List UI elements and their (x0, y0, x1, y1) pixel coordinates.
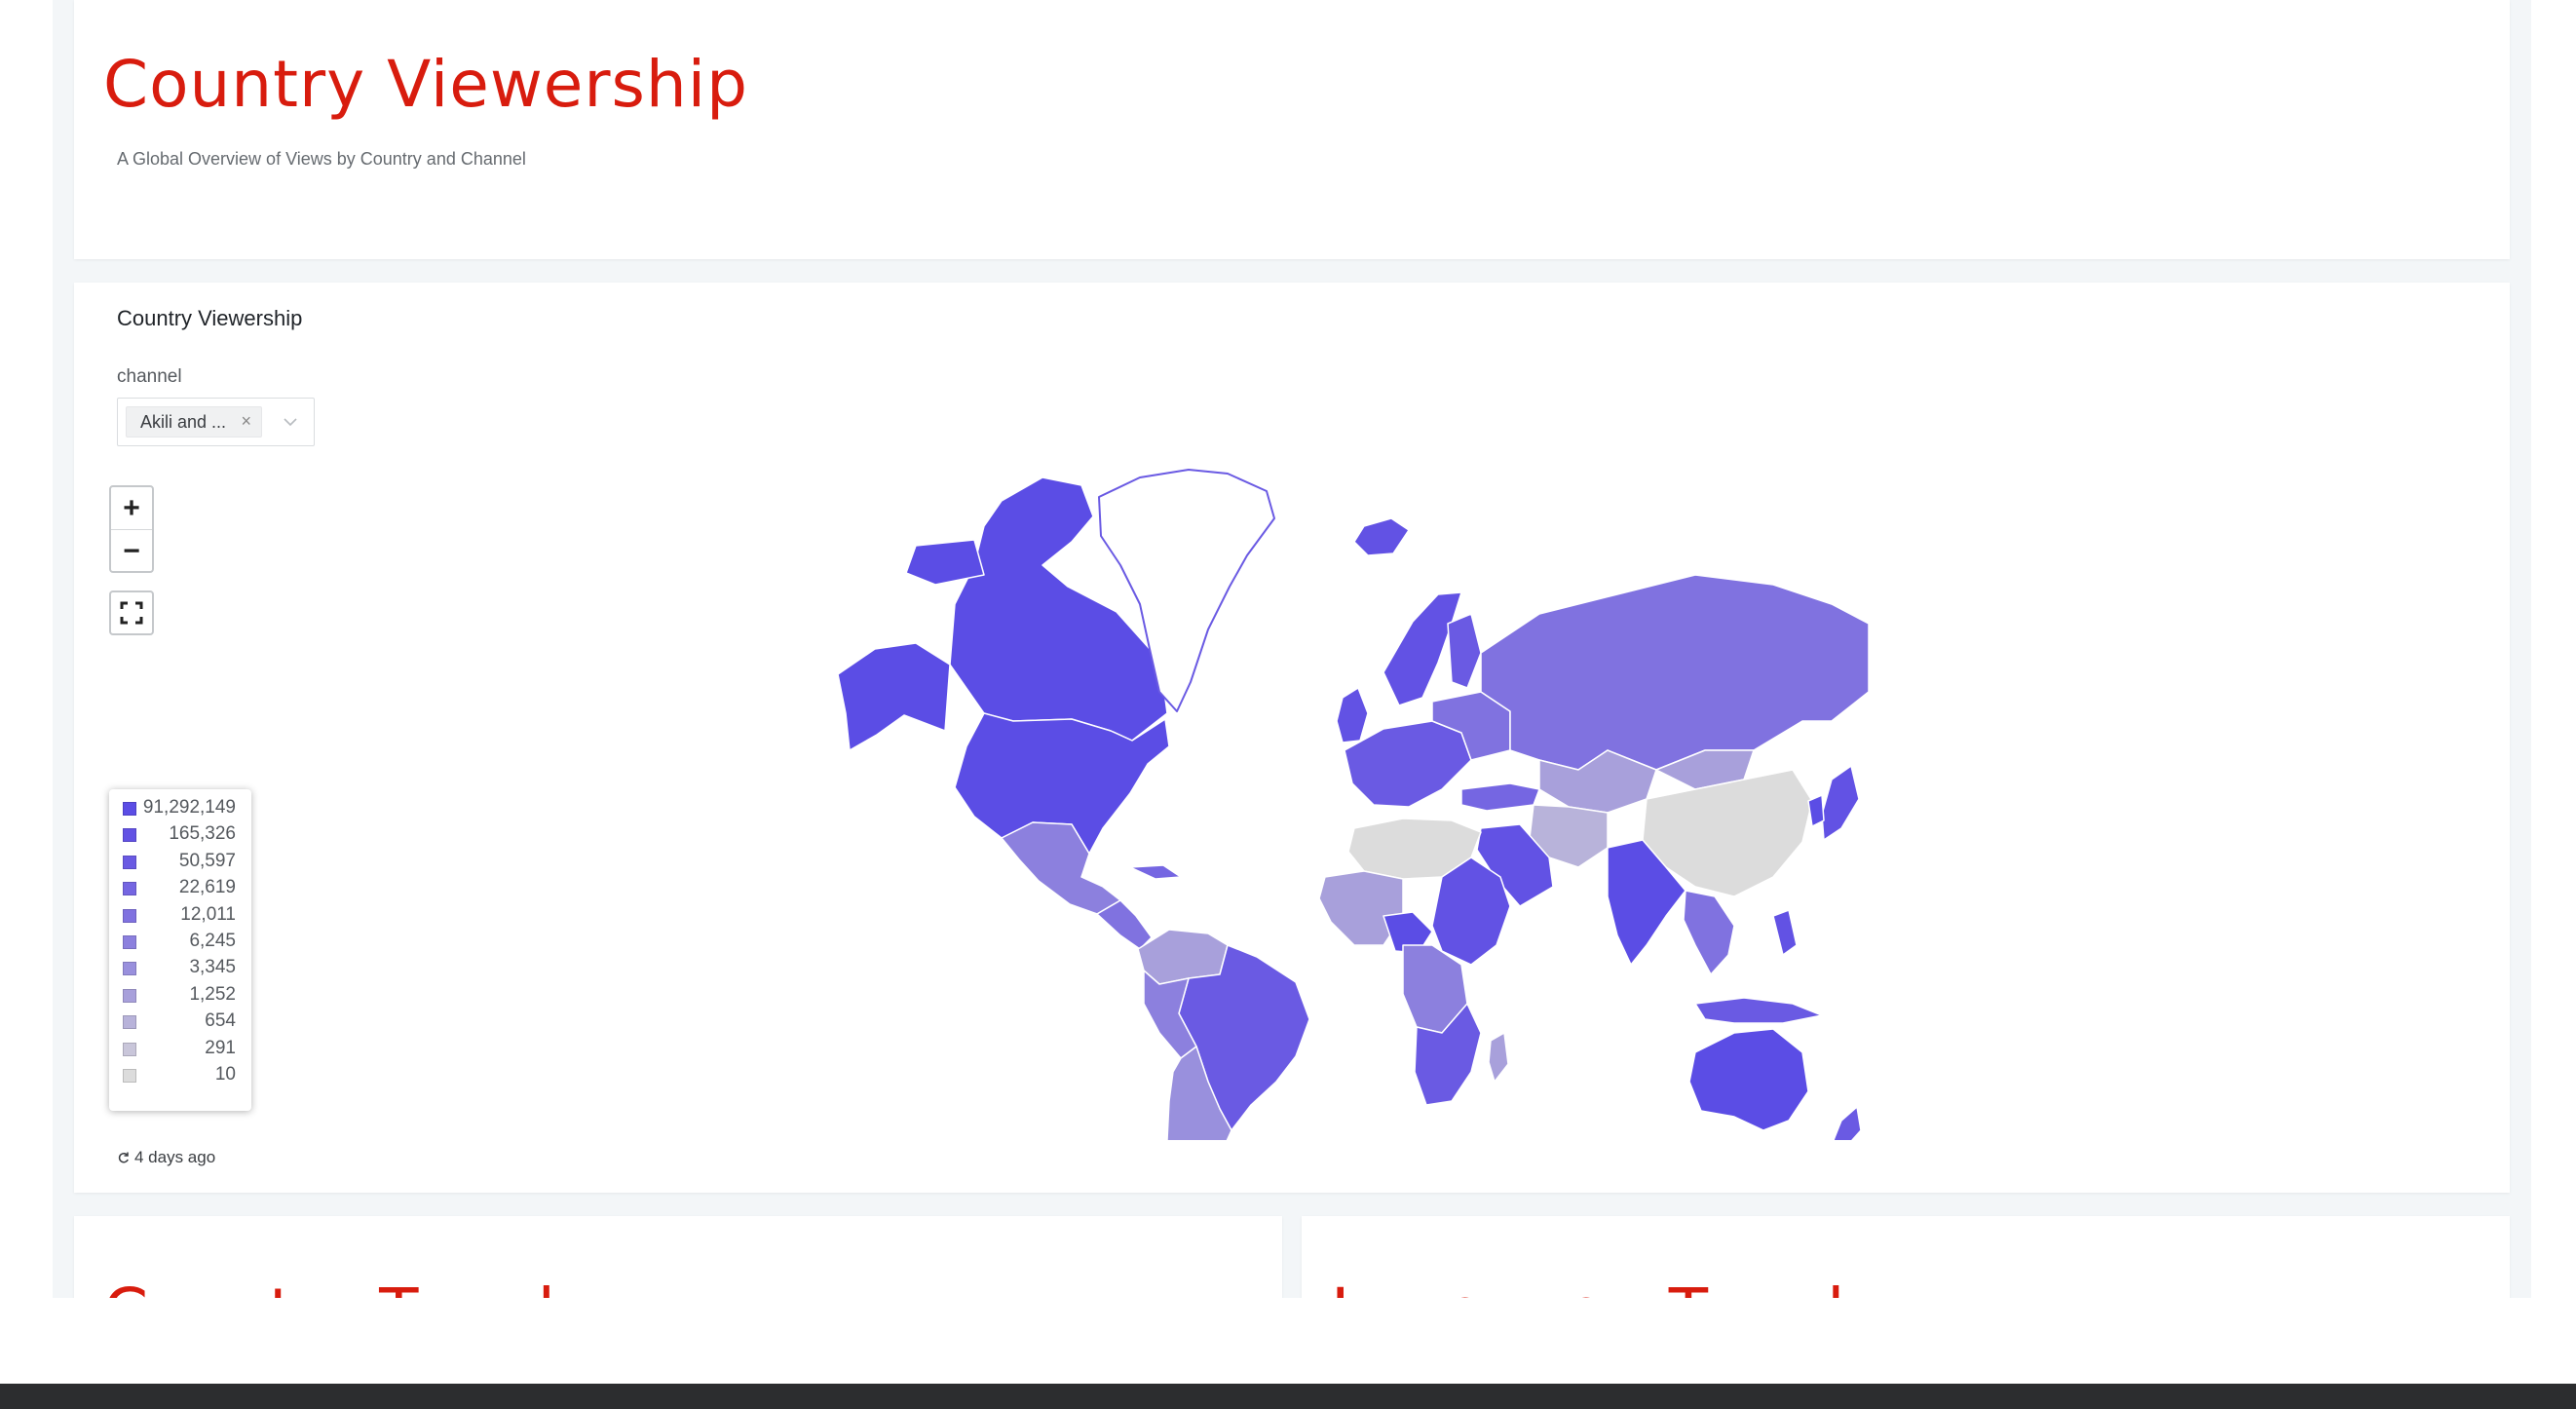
legend-label: 165,326 (169, 823, 236, 845)
legend-item: 91,292,149 (109, 795, 251, 821)
map-country-mexico (1001, 821, 1121, 915)
legend-item: 1,252 (109, 982, 251, 1009)
legend-item: 165,326 (109, 821, 251, 848)
refresh-icon (118, 1152, 129, 1163)
map-country-east-africa (1431, 857, 1511, 966)
map-country-uk (1336, 687, 1369, 743)
map-country-korea (1807, 794, 1825, 827)
map-country-cuba (1129, 864, 1182, 880)
selected-channel-label: Akili and ... (140, 411, 227, 432)
legend-swatch (123, 1042, 136, 1056)
map-country-india (1607, 839, 1686, 966)
legend-item: 10 (109, 1062, 251, 1088)
chevron-down-icon[interactable] (281, 408, 300, 436)
legend-swatch (123, 1015, 136, 1030)
legend-item: 50,597 (109, 849, 251, 875)
legend-item: 3,345 (109, 955, 251, 981)
map-country-mongolia (1655, 749, 1755, 790)
refresh-time: 4 days ago (134, 1148, 216, 1166)
zoom-control: + − (109, 485, 154, 573)
legend-label: 6,245 (189, 930, 236, 951)
map-country-southern-africa (1414, 1003, 1482, 1106)
map-country-iceland (1353, 517, 1410, 556)
channel-filter-label: channel (117, 366, 182, 387)
zoom-out-button[interactable]: − (123, 534, 140, 567)
map-country-southeast-asia (1683, 890, 1735, 975)
map-country-philippines (1772, 909, 1798, 956)
map-country-japan (1821, 765, 1860, 841)
legend-label: 12,011 (180, 903, 236, 925)
header-card: Country Viewership A Global Overview of … (74, 0, 2510, 259)
legend-swatch (123, 882, 136, 896)
legend-swatch (123, 802, 136, 816)
map-country-nigeria-region (1383, 911, 1433, 954)
map-country-finland (1447, 613, 1482, 689)
dashboard-canvas: Country Viewership A Global Overview of … (53, 0, 2531, 1298)
map-country-usa-alaska (838, 642, 951, 751)
refresh-status[interactable]: 4 days ago (117, 1148, 215, 1167)
remove-tag-icon[interactable]: × (241, 411, 251, 431)
map-country-canada-islands (905, 539, 985, 586)
map-country-canada (949, 476, 1168, 742)
selected-channel-tag[interactable]: Akili and ... × (126, 406, 262, 438)
legend-label: 3,345 (189, 957, 236, 978)
map-country-arabia (1476, 823, 1554, 907)
map-country-indonesia (1694, 997, 1823, 1024)
legend-swatch (123, 934, 136, 949)
chart-title: Country Viewership (117, 306, 303, 330)
language-trends-card: Language Trends (1302, 1216, 2510, 1298)
map-country-russia (1480, 574, 1870, 771)
legend-item: 12,011 (109, 902, 251, 929)
language-trends-title: Language Trends (1331, 1280, 1878, 1299)
page-subtitle: A Global Overview of Views by Country an… (117, 149, 526, 169)
legend-item: 6,245 (109, 929, 251, 955)
zoom-in-button[interactable]: + (111, 487, 152, 530)
legend-label: 10 (214, 1063, 236, 1085)
fullscreen-icon (120, 601, 143, 625)
map-country-argentina-chile (1166, 1046, 1232, 1140)
legend-label: 654 (205, 1010, 236, 1032)
channel-filter-select[interactable]: Akili and ... × (117, 398, 315, 446)
legend-swatch (123, 828, 136, 843)
country-trends-title: Country Trends (103, 1280, 588, 1299)
legend-item: 22,619 (109, 875, 251, 901)
map-country-new-zealand (1833, 1106, 1862, 1140)
legend-label: 91,292,149 (142, 797, 236, 818)
legend-label: 291 (205, 1037, 236, 1058)
world-map (838, 469, 1870, 1140)
legend-swatch (123, 908, 136, 923)
legend-swatch (123, 988, 136, 1003)
fullscreen-button[interactable] (109, 590, 154, 635)
map-country-western-europe (1344, 720, 1472, 808)
legend-item: 291 (109, 1036, 251, 1062)
legend-swatch (123, 962, 136, 976)
legend-label: 1,252 (189, 983, 236, 1005)
legend-label: 22,619 (178, 877, 236, 898)
country-viewership-chart: Country Viewership channel Akili and ...… (74, 283, 2510, 1193)
map-country-greenland (1098, 469, 1275, 712)
legend-label: 50,597 (178, 850, 236, 871)
map-country-west-africa (1318, 870, 1404, 946)
map-country-central-america (1096, 899, 1153, 950)
page-title: Country Viewership (103, 47, 748, 122)
map-country-usa (954, 712, 1170, 855)
map-country-australia (1688, 1028, 1809, 1131)
bottom-bar (0, 1384, 2576, 1409)
legend-swatch (123, 855, 136, 869)
map-legend: 91,292,149 165,326 50,597 22,619 12,011 6,245… (109, 789, 251, 1111)
legend-item: 654 (109, 1009, 251, 1035)
legend-swatch (123, 1068, 136, 1083)
map-country-turkey (1460, 782, 1540, 812)
country-trends-card: Country Trends (74, 1216, 1282, 1298)
map-country-madagascar (1488, 1032, 1509, 1083)
